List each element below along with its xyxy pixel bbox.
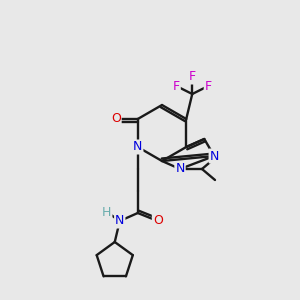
Text: N: N <box>115 214 124 227</box>
Text: N: N <box>133 140 142 154</box>
Text: H: H <box>102 206 111 218</box>
Text: O: O <box>153 214 163 227</box>
Text: F: F <box>205 80 212 92</box>
Text: O: O <box>111 112 121 125</box>
Text: N: N <box>210 149 219 163</box>
Text: F: F <box>173 80 180 92</box>
Text: F: F <box>189 70 196 83</box>
Text: N: N <box>175 163 185 176</box>
